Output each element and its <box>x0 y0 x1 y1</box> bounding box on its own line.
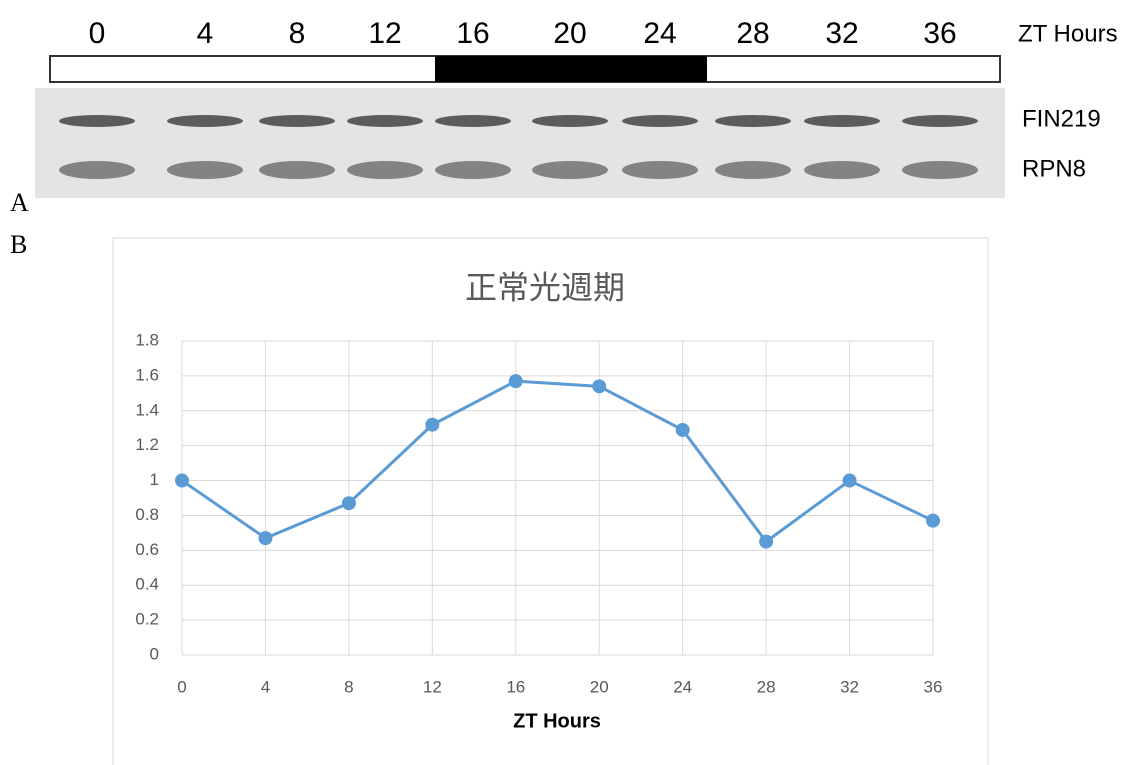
lane-label: 4 <box>197 17 214 50</box>
band <box>902 161 978 179</box>
band <box>804 161 880 179</box>
y-tick-label: 0.8 <box>135 505 159 524</box>
lane-label: 24 <box>643 17 676 50</box>
band <box>259 115 335 127</box>
y-tick-label: 0.2 <box>135 610 159 629</box>
lane-label: 8 <box>289 17 306 50</box>
row-label: FIN219 <box>1022 105 1101 132</box>
y-tick-label: 0.6 <box>135 540 159 559</box>
y-tick-label: 0 <box>150 644 159 663</box>
dark-bar <box>435 56 707 82</box>
y-tick-label: 1.4 <box>135 400 159 419</box>
x-tick-label: 24 <box>673 677 692 696</box>
x-tick-label: 20 <box>590 677 609 696</box>
x-tick-label: 32 <box>840 677 859 696</box>
data-point <box>509 374 523 388</box>
band <box>59 115 135 127</box>
band <box>902 115 978 127</box>
data-point <box>425 418 439 432</box>
band <box>804 115 880 127</box>
lane-label: 0 <box>89 17 106 50</box>
lane-label: 36 <box>923 17 956 50</box>
x-axis-label: ZT Hours <box>513 710 601 732</box>
band <box>347 161 423 179</box>
data-point <box>843 474 857 488</box>
data-point <box>926 514 940 528</box>
data-point <box>342 496 356 510</box>
lane-label: 32 <box>825 17 858 50</box>
band <box>532 161 608 179</box>
y-tick-label: 1.8 <box>135 330 159 349</box>
y-tick-label: 1.2 <box>135 435 159 454</box>
lanes-title: ZT Hours <box>1018 20 1118 47</box>
x-tick-label: 16 <box>506 677 525 696</box>
x-tick-label: 36 <box>924 677 943 696</box>
data-point <box>175 474 189 488</box>
data-point <box>676 423 690 437</box>
band <box>435 161 511 179</box>
x-tick-label: 12 <box>423 677 442 696</box>
band <box>532 115 608 127</box>
chart-title: 正常光週期 <box>465 269 625 305</box>
y-tick-label: 1 <box>150 470 159 489</box>
row-label: RPN8 <box>1022 155 1086 182</box>
band <box>167 161 243 179</box>
band <box>715 161 791 179</box>
x-tick-label: 4 <box>261 677 270 696</box>
figure: A B ZT Hours FIN219 RPN8 正常光週期 ZT Hours … <box>0 0 1141 765</box>
band <box>715 115 791 127</box>
x-tick-label: 0 <box>177 677 186 696</box>
band <box>435 115 511 127</box>
panel-label: A <box>10 188 29 217</box>
y-tick-label: 0.4 <box>135 575 159 594</box>
band <box>622 115 698 127</box>
band <box>347 115 423 127</box>
band <box>167 115 243 127</box>
panel-label: B <box>10 230 27 259</box>
data-point <box>759 535 773 549</box>
lane-label: 20 <box>553 17 586 50</box>
band <box>59 161 135 179</box>
data-point <box>258 531 272 545</box>
data-point <box>592 379 606 393</box>
lane-label: 16 <box>456 17 489 50</box>
band <box>259 161 335 179</box>
lane-label: 12 <box>368 17 401 50</box>
x-tick-label: 28 <box>757 677 776 696</box>
blot <box>35 88 1005 198</box>
lane-label: 28 <box>736 17 769 50</box>
band <box>622 161 698 179</box>
x-tick-label: 8 <box>344 677 353 696</box>
y-tick-label: 1.6 <box>135 365 159 384</box>
